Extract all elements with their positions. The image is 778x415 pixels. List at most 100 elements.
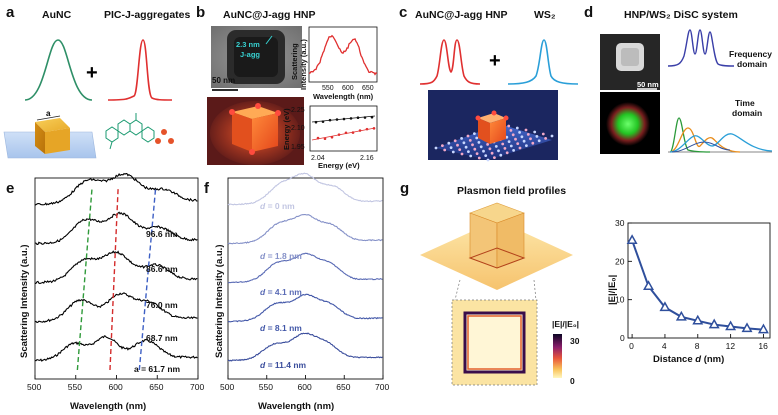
lattice-atom xyxy=(494,145,498,148)
g-data-point xyxy=(708,318,720,329)
g-x-tick-label: 0 xyxy=(629,341,634,351)
lattice-atom xyxy=(477,141,481,144)
lattice-atom xyxy=(460,152,464,156)
lattice-atom xyxy=(531,141,535,145)
ion-dot xyxy=(155,138,161,144)
cube-edge-label: a xyxy=(46,109,51,118)
lattice-atom xyxy=(522,139,526,143)
ion-dot xyxy=(161,129,167,135)
ws2-spectrum-curve xyxy=(507,39,579,85)
b-top-plot-frame xyxy=(308,26,378,83)
tem-annotation-arrow xyxy=(265,35,273,45)
dispersion-upper-point xyxy=(356,116,360,120)
hnp-corner-dot xyxy=(255,103,261,109)
hnp-corner-dot xyxy=(249,149,255,155)
lattice-atom xyxy=(456,143,459,147)
g-x-tick-label: 16 xyxy=(758,341,768,351)
plus-sign-c: + xyxy=(489,50,501,72)
g-y-tick-label: 10 xyxy=(615,295,625,305)
lattice-atom xyxy=(511,133,515,137)
spectrum-series xyxy=(227,172,383,206)
lattice-atom xyxy=(479,145,483,149)
dispersion-lower-fit xyxy=(311,127,376,141)
panel-d-label: d xyxy=(584,4,593,21)
f-series-label: d = 0 nm xyxy=(260,201,295,211)
x-tick-label: 500 xyxy=(220,382,234,392)
panel-f-label: f xyxy=(204,180,210,197)
f-xlabel: Wavelength (nm) xyxy=(258,401,334,412)
lattice-atom xyxy=(512,149,515,152)
x-tick-label: 600 xyxy=(109,382,123,392)
scale-bar-b-label: 50 nm xyxy=(212,76,235,85)
spectrum-series xyxy=(227,252,383,284)
b-top-xtick: 650 xyxy=(362,85,374,92)
f-series-label-value: = 11.4 nm xyxy=(265,360,306,370)
panel-a: a AuNC PIC-J-aggregates + a xyxy=(3,4,191,159)
e-series-labels: a = 61.7 nm 68.7 nm 76.0 nm 86.6 nm 96.6 nm xyxy=(134,229,181,374)
x-tick-label: 700 xyxy=(190,382,204,392)
time-domain-navy xyxy=(671,141,731,153)
panel-g-label: g xyxy=(400,180,409,197)
g-data-point xyxy=(659,301,671,312)
lattice-atom xyxy=(482,149,485,153)
x-tick-label: 650 xyxy=(336,382,350,392)
x-tick-label: 700 xyxy=(375,382,389,392)
panel-g-title: Plasmon field profiles xyxy=(457,185,566,197)
tem-particle-core xyxy=(234,37,278,77)
gold-cube-top xyxy=(35,118,70,132)
lattice-atom xyxy=(509,129,513,132)
g-x-tick-label: 4 xyxy=(662,341,667,351)
b-bottom-ytick: 1.95 xyxy=(291,144,305,151)
g-xlabel-var: d xyxy=(695,354,701,365)
panel-c-label: c xyxy=(399,4,407,21)
lattice-atom xyxy=(469,154,473,158)
g-data-point xyxy=(757,323,769,334)
lattice-atom xyxy=(514,137,517,141)
f-series-label: d = 11.4 nm xyxy=(260,360,307,370)
lattice-atom xyxy=(518,131,521,134)
g-decay-series xyxy=(626,234,769,334)
lattice-atom xyxy=(475,136,479,140)
f-series-label-var: d xyxy=(260,201,266,211)
g-y-tick-label: 30 xyxy=(615,218,625,228)
lattice-atom xyxy=(453,139,457,143)
f-series-label: d = 4.1 nm xyxy=(260,287,302,297)
g-plot-frame xyxy=(627,222,771,339)
dispersion-lower-point xyxy=(337,133,341,136)
pic-j-aggregates-title: PIC-J-aggregates xyxy=(104,9,191,21)
e-series-label: 96.6 nm xyxy=(146,229,178,239)
spectrum-series xyxy=(227,332,383,362)
f-series-label: d = 1.8 nm xyxy=(260,251,302,261)
lattice-atom xyxy=(467,150,470,154)
f-series-label-value: = 1.8 nm xyxy=(265,251,302,261)
lattice-atom xyxy=(488,147,492,151)
e-dashed-guides xyxy=(76,187,157,371)
lattice-atom xyxy=(471,143,474,147)
b-top-xtick: 600 xyxy=(342,85,354,92)
panel-e-label: e xyxy=(6,180,14,197)
lattice-atom xyxy=(473,147,477,151)
e-dashed-guide xyxy=(138,187,157,371)
g-x-tick-label: 8 xyxy=(695,341,700,351)
dispersion-lower-point xyxy=(330,135,334,139)
f-series-labels: d = 11.4 nmd = 8.1 nmd = 4.1 nmd = 1.8 n… xyxy=(260,201,307,370)
e-series-label: 68.7 nm xyxy=(146,333,178,343)
e-dashed-guide xyxy=(109,187,119,371)
e-xlabel: Wavelength (nm) xyxy=(70,401,146,412)
g-data-point xyxy=(643,280,654,290)
spectrum-series xyxy=(34,250,198,285)
e-series-label: 76.0 nm xyxy=(146,300,178,310)
zoom-guide-line xyxy=(533,279,537,301)
c-cube-side xyxy=(478,118,490,144)
panel-c-title-right: WS₂ xyxy=(534,9,556,21)
panel-b: b AuNC@J-agg HNP 2.3 nm J-agg 50 nm 550 … xyxy=(196,4,378,170)
b-bottom-xtick: 2.04 xyxy=(311,155,325,162)
field-cross-section-rim xyxy=(467,315,522,370)
b-bottom-ytick: 2.25 xyxy=(291,107,305,114)
x-tick-label: 500 xyxy=(27,382,41,392)
colorbar-label: |E|/|E₀| xyxy=(552,319,579,329)
panel-b-label: b xyxy=(196,4,205,21)
g-data-point xyxy=(725,320,737,331)
lattice-atom xyxy=(449,146,453,150)
